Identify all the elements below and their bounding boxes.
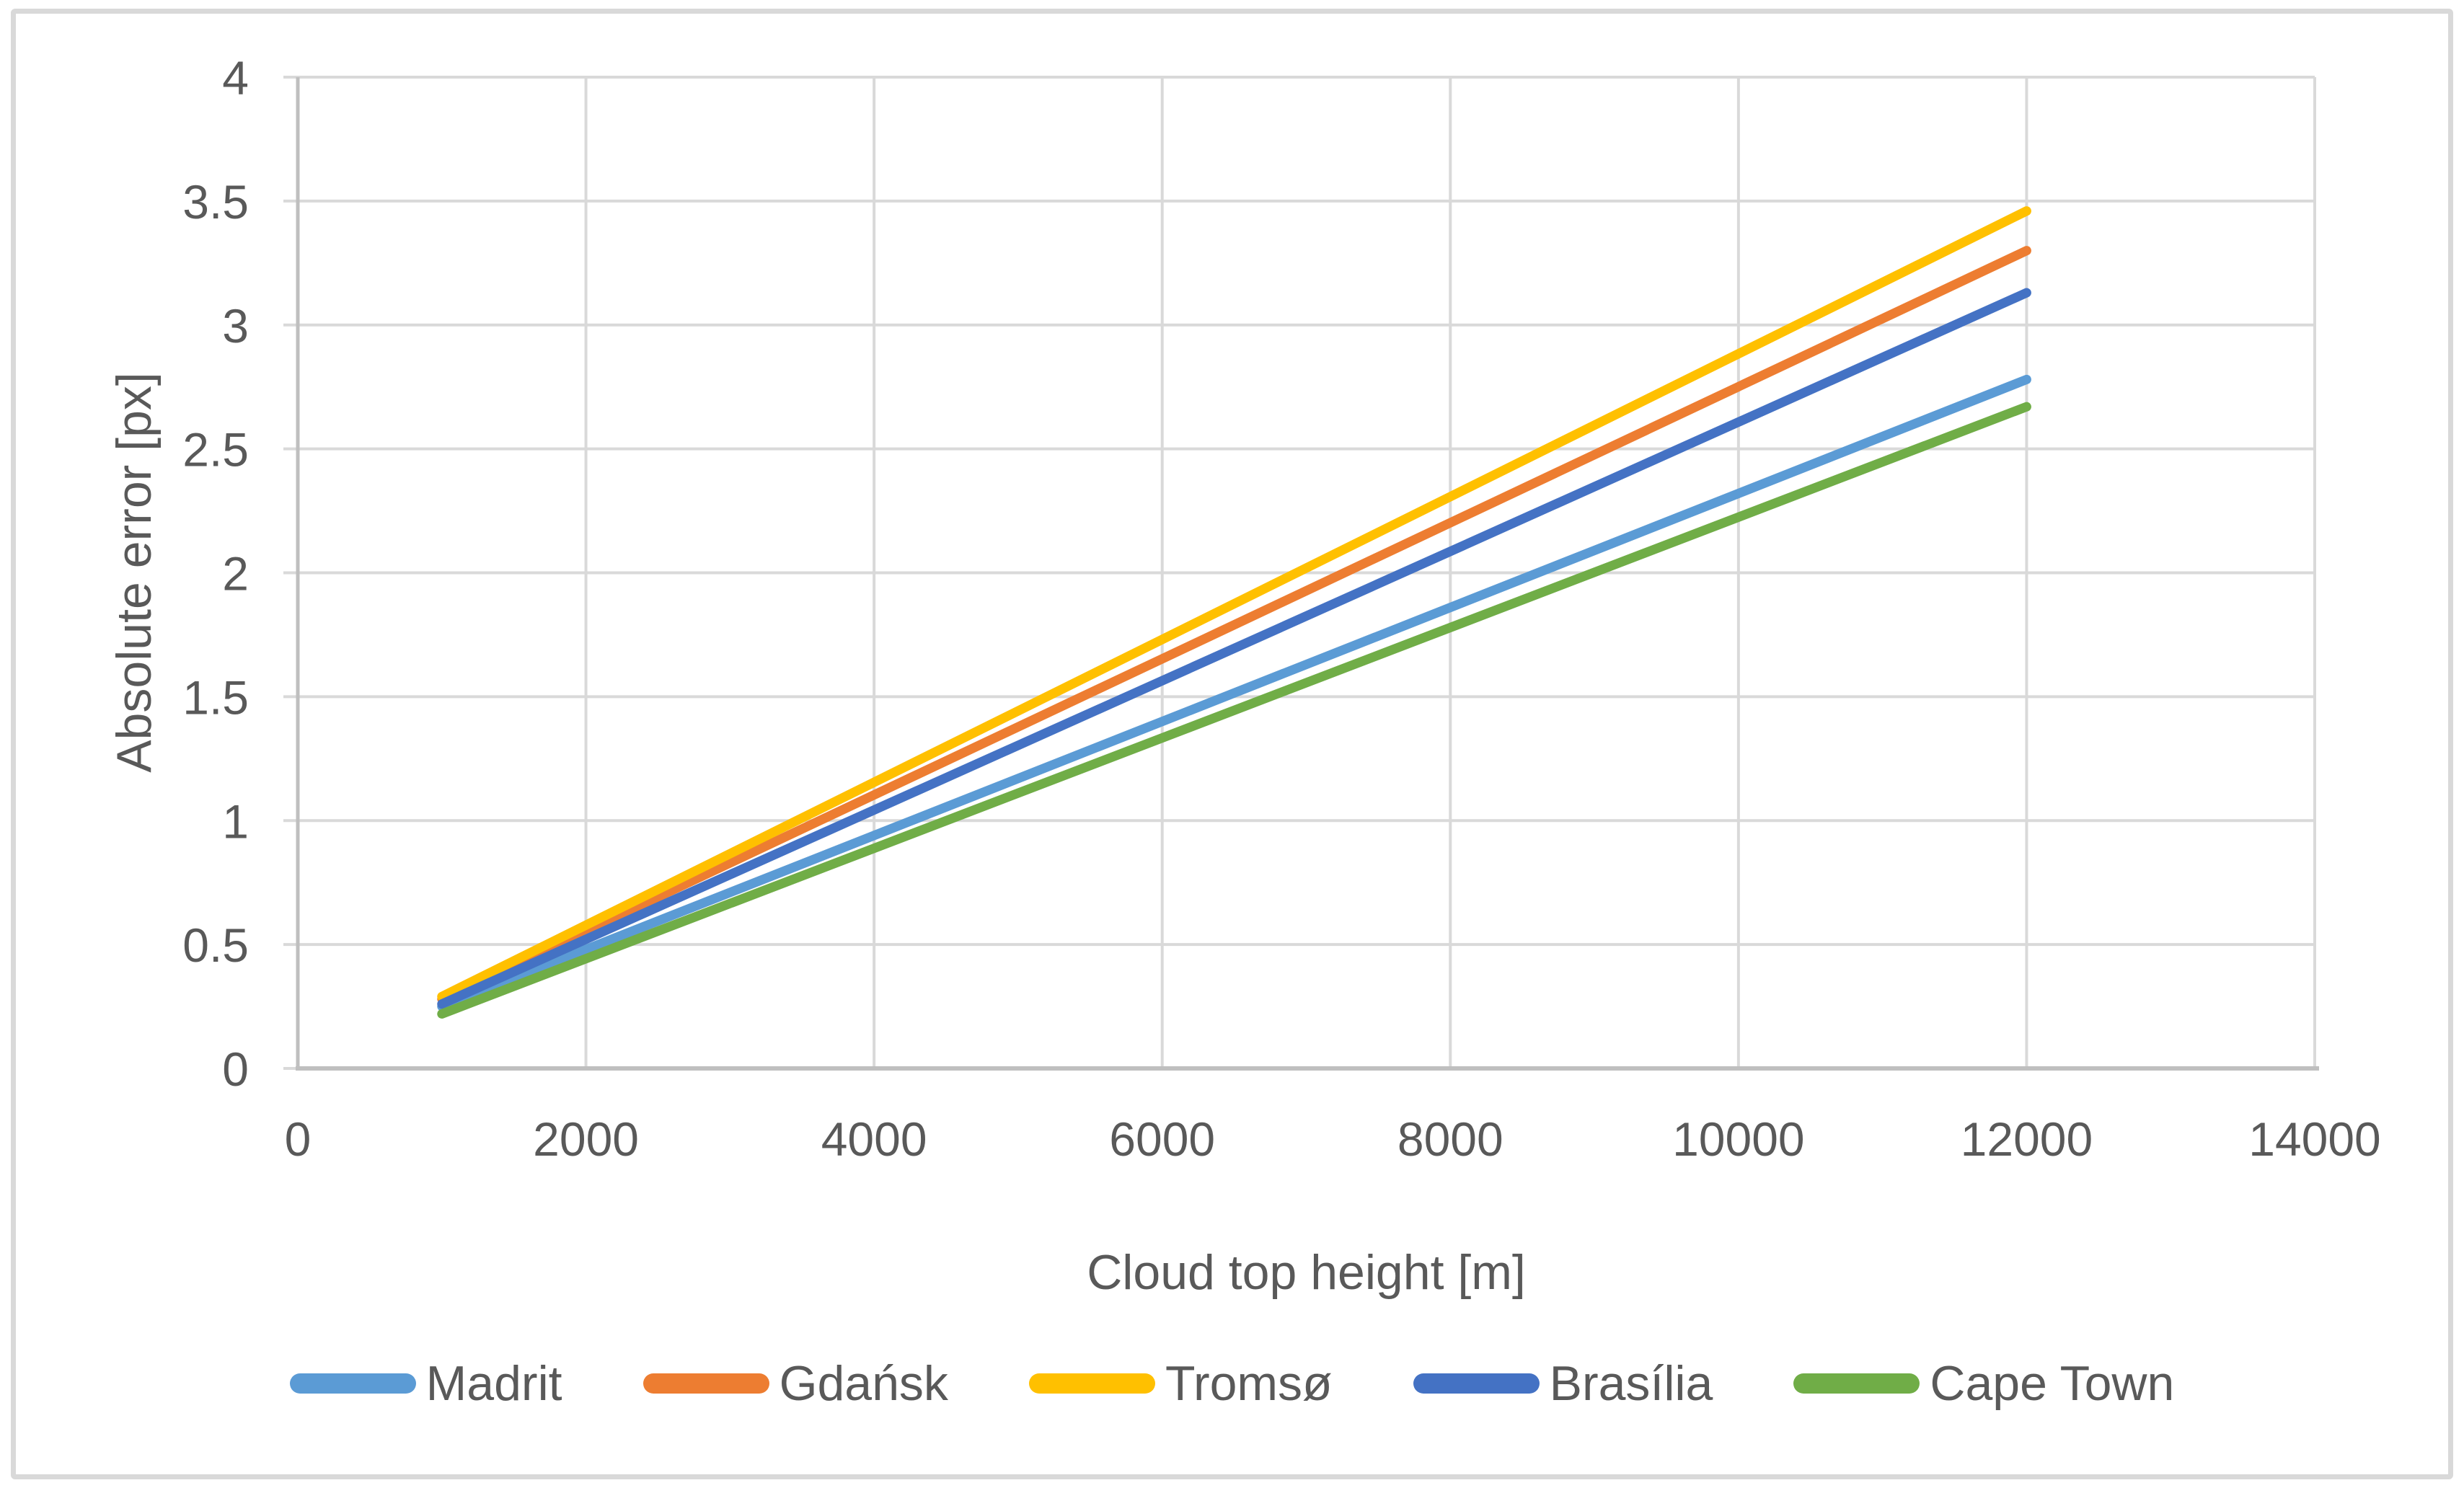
x-tick-label-0: 0 xyxy=(285,1112,312,1166)
legend-item-tromsø: Tromsø xyxy=(1028,1355,1333,1412)
legend-item-madrit: Madrit xyxy=(289,1355,562,1412)
legend: Madrit Gdańsk Tromsø Brasília Cape Town xyxy=(0,1355,2464,1412)
y-axis-title: Absolute error [px] xyxy=(107,372,162,773)
x-tick-label-4000: 4000 xyxy=(821,1112,927,1166)
legend-swatch-madrit xyxy=(289,1373,416,1394)
legend-swatch-tromsø xyxy=(1028,1373,1155,1394)
legend-label-madrit: Madrit xyxy=(425,1356,562,1411)
y-tick-label-1.5: 1.5 xyxy=(182,670,249,724)
legend-item-cape-town: Cape Town xyxy=(1793,1355,2174,1412)
legend-item-gdańsk: Gdańsk xyxy=(643,1355,948,1412)
legend-label-gdańsk: Gdańsk xyxy=(779,1356,948,1411)
x-tick-label-6000: 6000 xyxy=(1109,1112,1215,1166)
legend-swatch-brasília xyxy=(1413,1373,1540,1394)
x-tick-label-8000: 8000 xyxy=(1397,1112,1503,1166)
legend-label-cape-town: Cape Town xyxy=(1930,1356,2175,1411)
series-line-brasília xyxy=(437,288,2031,1009)
y-tick-label-0: 0 xyxy=(222,1042,249,1096)
series-line-gdańsk xyxy=(437,246,2031,1004)
legend-label-tromsø: Tromsø xyxy=(1165,1356,1333,1411)
legend-swatch-cape-town xyxy=(1793,1373,1920,1394)
y-tick-label-3: 3 xyxy=(222,299,249,353)
x-tick-label-2000: 2000 xyxy=(533,1112,639,1166)
y-tick-label-4: 4 xyxy=(222,51,249,105)
y-tick-label-2.5: 2.5 xyxy=(182,423,249,477)
series-line-tromsø xyxy=(437,206,2031,1001)
x-tick-label-10000: 10000 xyxy=(1672,1112,1805,1166)
y-tick-label-2: 2 xyxy=(222,547,249,601)
y-tick-label-0.5: 0.5 xyxy=(182,918,249,972)
series-line-cape-town xyxy=(437,402,2031,1019)
legend-swatch-gdańsk xyxy=(643,1373,769,1394)
y-tick-label-1: 1 xyxy=(222,794,249,848)
x-tick-label-14000: 14000 xyxy=(2248,1112,2381,1166)
x-tick-label-12000: 12000 xyxy=(1961,1112,2093,1166)
y-tick-label-3.5: 3.5 xyxy=(182,175,249,229)
legend-item-brasília: Brasília xyxy=(1413,1355,1713,1412)
x-axis-title: Cloud top height [m] xyxy=(1087,1245,1526,1300)
legend-label-brasília: Brasília xyxy=(1549,1356,1713,1411)
series-line-madrit xyxy=(437,374,2031,1011)
